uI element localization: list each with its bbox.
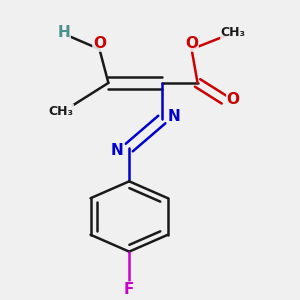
Text: N: N	[111, 143, 124, 158]
Text: F: F	[124, 282, 134, 297]
Text: O: O	[227, 92, 240, 107]
Text: O: O	[185, 36, 198, 51]
Text: N: N	[167, 109, 180, 124]
Text: H: H	[57, 25, 70, 40]
Text: O: O	[93, 36, 106, 51]
Text: CH₃: CH₃	[48, 104, 73, 118]
Text: CH₃: CH₃	[221, 26, 246, 39]
